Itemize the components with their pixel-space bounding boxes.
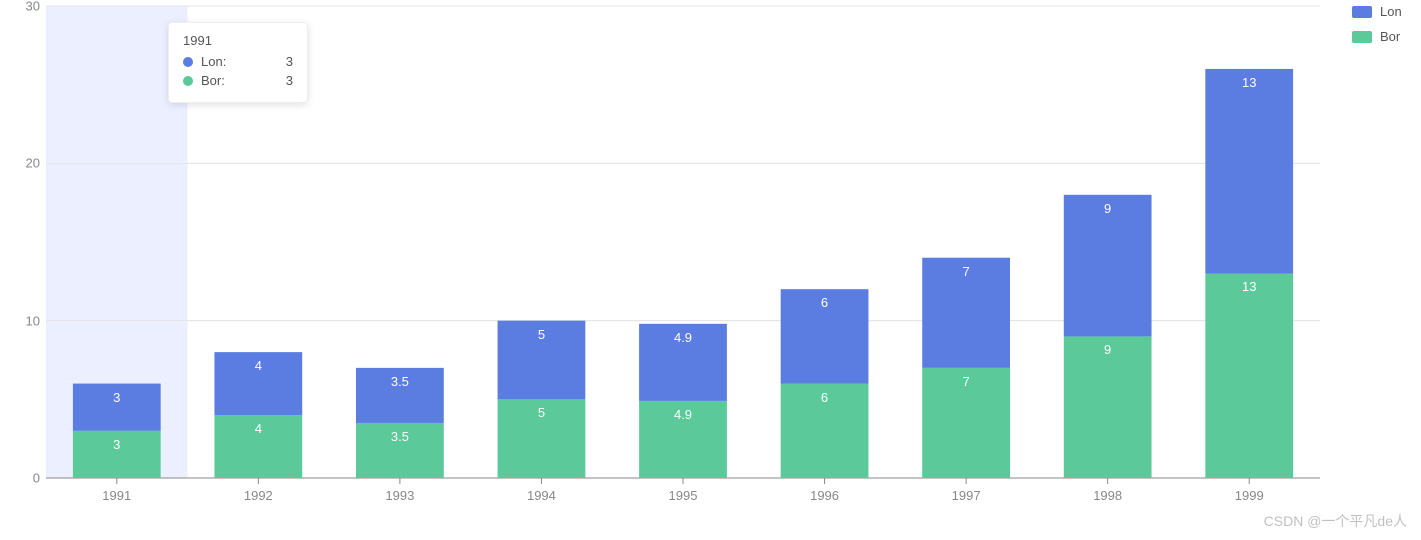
x-tick-label: 1999 xyxy=(1235,488,1264,503)
bar-segment[interactable] xyxy=(781,289,869,383)
bar-segment[interactable] xyxy=(639,401,727,478)
x-tick-label: 1997 xyxy=(952,488,981,503)
legend-item[interactable]: Bor xyxy=(1352,29,1402,44)
chart-root: 0 10 20 30 1991 1992 1993 1994 1995 1996 1997 1998… xyxy=(0,0,1421,537)
bar-segment[interactable] xyxy=(1064,336,1152,478)
x-tick-label: 1993 xyxy=(385,488,414,503)
bar-segment[interactable] xyxy=(498,321,586,400)
bar-segment[interactable] xyxy=(214,352,302,415)
bar-segment[interactable] xyxy=(73,431,161,478)
bar-segment[interactable] xyxy=(1064,195,1152,337)
legend-swatch xyxy=(1352,31,1372,43)
tooltip-rows: Lon: 3 Bor: 3 xyxy=(183,54,293,88)
x-tick-label: 1995 xyxy=(669,488,698,503)
legend-swatch xyxy=(1352,6,1372,18)
y-tick-label: 0 xyxy=(10,471,40,486)
y-tick-label: 30 xyxy=(10,0,40,14)
tooltip-value: 3 xyxy=(286,73,293,88)
x-tick-label: 1992 xyxy=(244,488,273,503)
tooltip-row: Lon: 3 xyxy=(183,54,293,69)
bar-segment[interactable] xyxy=(639,324,727,401)
bar-segment[interactable] xyxy=(73,384,161,431)
bar-segment[interactable] xyxy=(781,384,869,478)
legend-item[interactable]: Lon xyxy=(1352,4,1402,19)
x-tick-label: 1996 xyxy=(810,488,839,503)
tooltip-title: 1991 xyxy=(183,33,293,48)
tooltip: 1991 Lon: 3 Bor: 3 xyxy=(168,22,308,103)
tooltip-value: 3 xyxy=(286,54,293,69)
legend-label: Bor xyxy=(1380,29,1400,44)
tooltip-series-label: Lon: xyxy=(201,54,226,69)
legend-label: Lon xyxy=(1380,4,1402,19)
bar-segment[interactable] xyxy=(1205,273,1293,478)
bar-segment[interactable] xyxy=(498,399,586,478)
y-tick-label: 20 xyxy=(10,156,40,171)
bar-segment[interactable] xyxy=(214,415,302,478)
x-tick-label: 1998 xyxy=(1093,488,1122,503)
bar-segment[interactable] xyxy=(1205,69,1293,274)
y-tick-label: 10 xyxy=(10,313,40,328)
x-tick-label: 1991 xyxy=(102,488,131,503)
legend: Lon Bor xyxy=(1352,4,1402,44)
tooltip-dot xyxy=(183,76,193,86)
bar-segment[interactable] xyxy=(356,368,444,423)
bar-segment[interactable] xyxy=(922,368,1010,478)
tooltip-row: Bor: 3 xyxy=(183,73,293,88)
tooltip-series-label: Bor: xyxy=(201,73,225,88)
tooltip-dot xyxy=(183,57,193,67)
bar-segment[interactable] xyxy=(922,258,1010,368)
bar-segment[interactable] xyxy=(356,423,444,478)
x-tick-label: 1994 xyxy=(527,488,556,503)
